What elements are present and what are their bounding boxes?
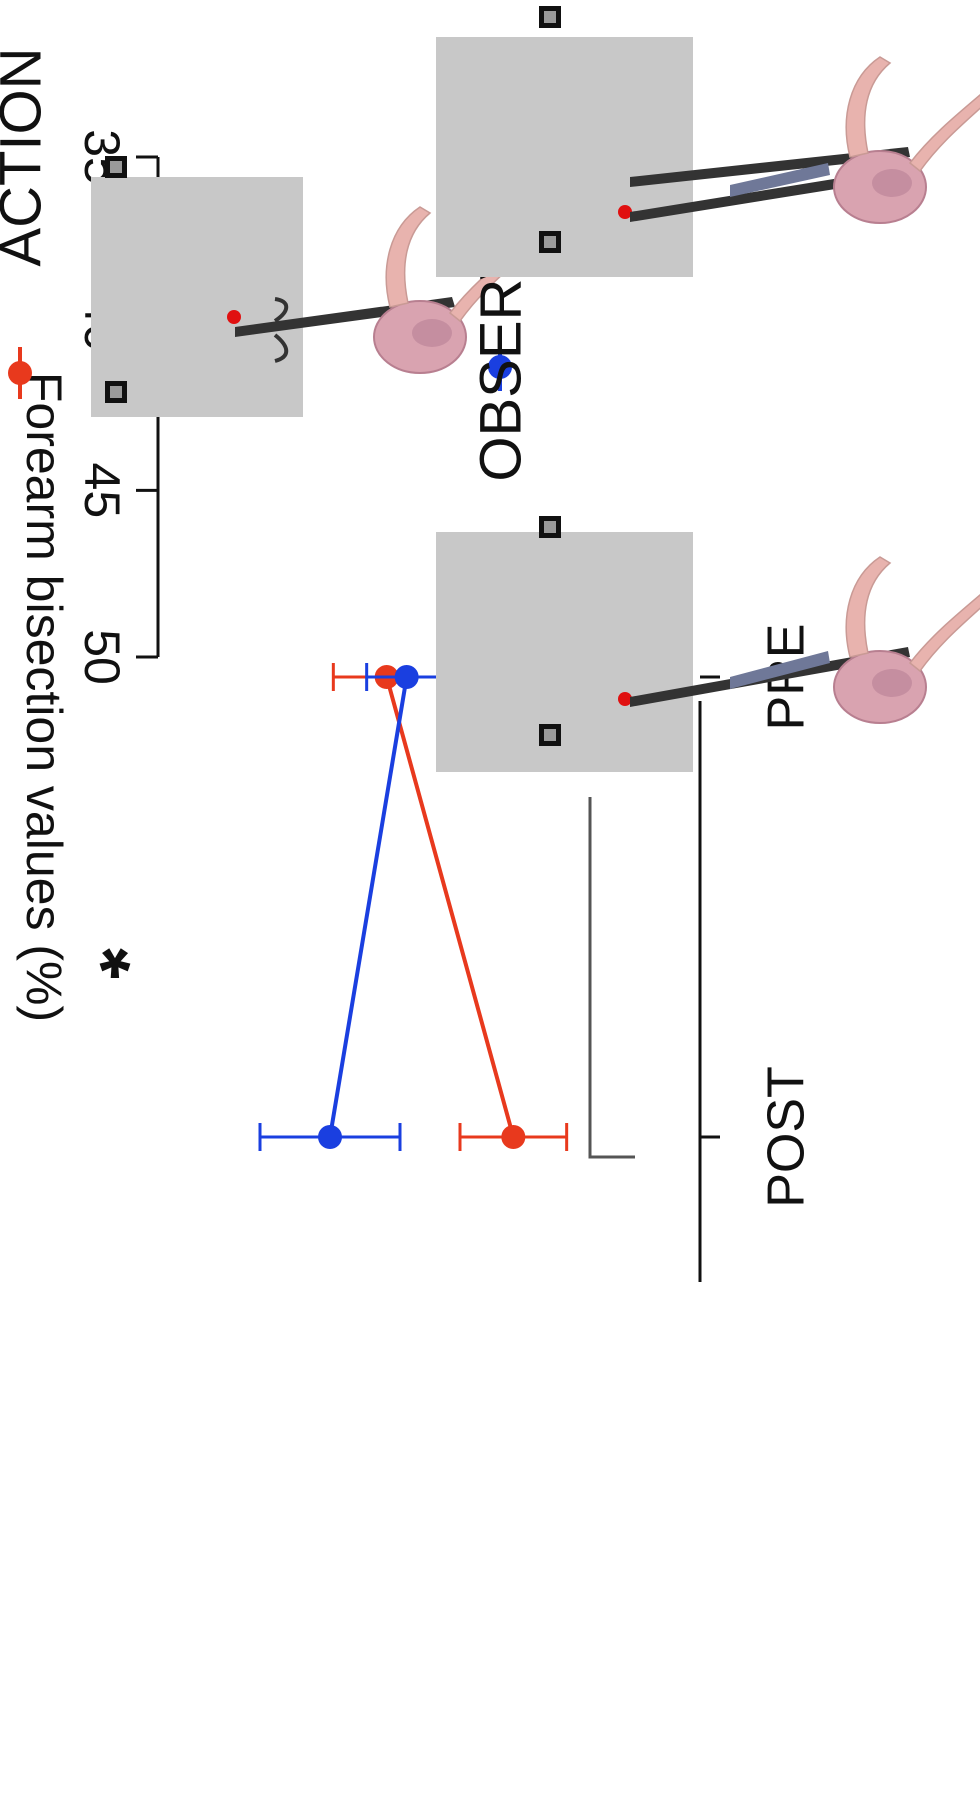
observation-panel: OBSERVATION: [436, 6, 980, 772]
y-axis-label: Forearm bisection values (%): [16, 372, 72, 1022]
left-object-icon: [539, 231, 561, 253]
action-panel: ACTION: [0, 47, 538, 417]
series-line: [328, 676, 409, 1138]
action-illustration: [91, 156, 538, 417]
y-tick-label: 50: [74, 629, 130, 685]
action-board: [91, 177, 303, 417]
x-ticks: PREPOST: [700, 624, 816, 1208]
chart: Forearm bisection values (%) 50454035 PR…: [16, 129, 816, 1282]
fixation-point: [618, 205, 632, 219]
series-observation: [258, 663, 449, 1151]
fixation-point: [618, 692, 632, 706]
left-object-icon: [105, 381, 127, 403]
series-line: [384, 676, 516, 1138]
person-icon: [833, 556, 980, 724]
data-point: [318, 1125, 342, 1149]
series-layer: [258, 663, 569, 1151]
rotated-figure: Forearm bisection values (%) 50454035 PR…: [0, 6, 980, 1282]
observation-illustration-1: [436, 516, 980, 772]
person-icon: [833, 56, 980, 224]
right-object-icon: [539, 516, 561, 538]
legend-action-marker: [8, 347, 32, 399]
left-object-icon: [539, 724, 561, 746]
significance-star: *: [99, 906, 131, 995]
x-tick-label: POST: [758, 1066, 816, 1208]
tool-icon: [630, 147, 910, 187]
right-object-icon: [105, 156, 127, 178]
y-tick-label: 45: [74, 463, 130, 519]
data-point: [501, 1125, 526, 1149]
data-point: [394, 665, 419, 689]
right-object-icon: [539, 6, 561, 28]
legend-observation-marker: [488, 341, 512, 391]
significance-bracket: *: [99, 797, 635, 1159]
fixation-point: [227, 310, 241, 324]
legend-action-label: ACTION: [0, 47, 53, 266]
observation-illustration-2: [436, 6, 980, 277]
